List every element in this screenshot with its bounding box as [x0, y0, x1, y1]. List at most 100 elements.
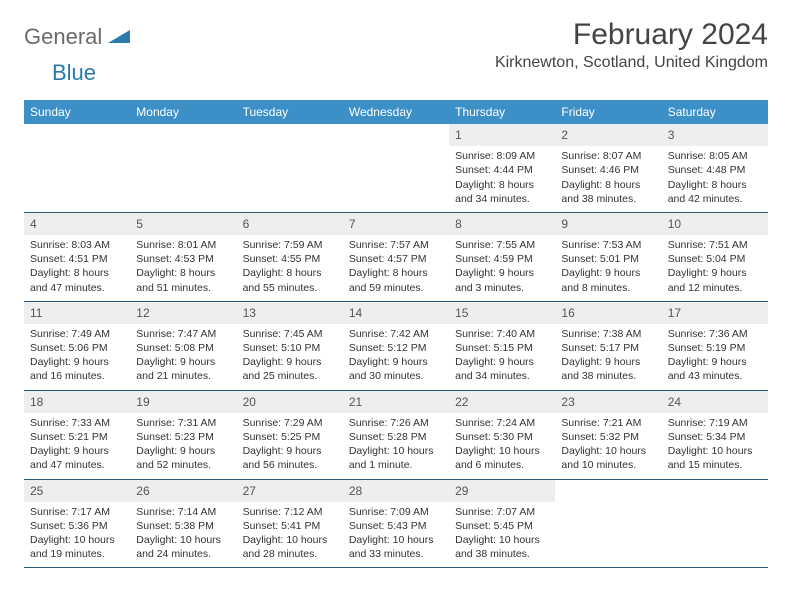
day-body: Sunrise: 8:05 AMSunset: 4:48 PMDaylight:…: [662, 146, 768, 212]
daylight-line-2: and 12 minutes.: [668, 281, 762, 295]
day-body: Sunrise: 7:29 AMSunset: 5:25 PMDaylight:…: [237, 413, 343, 479]
sunset-line: Sunset: 5:06 PM: [30, 341, 124, 355]
weekday-header: Friday: [555, 100, 661, 124]
sunset-line: Sunset: 5:19 PM: [668, 341, 762, 355]
day-cell: 10Sunrise: 7:51 AMSunset: 5:04 PMDayligh…: [662, 213, 768, 301]
daylight-line-2: and 59 minutes.: [349, 281, 443, 295]
day-body: Sunrise: 7:31 AMSunset: 5:23 PMDaylight:…: [130, 413, 236, 479]
daylight-line-2: and 24 minutes.: [136, 547, 230, 561]
sunset-line: Sunset: 5:45 PM: [455, 519, 549, 533]
day-number: 10: [662, 213, 768, 235]
sunrise-line: Sunrise: 7:38 AM: [561, 327, 655, 341]
sunset-line: Sunset: 5:28 PM: [349, 430, 443, 444]
day-number: 25: [24, 480, 130, 502]
daylight-line-1: Daylight: 10 hours: [668, 444, 762, 458]
sunrise-line: Sunrise: 8:07 AM: [561, 149, 655, 163]
daylight-line-2: and 55 minutes.: [243, 281, 337, 295]
day-body: Sunrise: 8:07 AMSunset: 4:46 PMDaylight:…: [555, 146, 661, 212]
sunrise-line: Sunrise: 7:59 AM: [243, 238, 337, 252]
day-number: 21: [343, 391, 449, 413]
sunset-line: Sunset: 5:25 PM: [243, 430, 337, 444]
weekday-header: Saturday: [662, 100, 768, 124]
sunset-line: Sunset: 5:12 PM: [349, 341, 443, 355]
day-number: 2: [555, 124, 661, 146]
day-number: 24: [662, 391, 768, 413]
day-body: Sunrise: 7:49 AMSunset: 5:06 PMDaylight:…: [24, 324, 130, 390]
sunrise-line: Sunrise: 7:55 AM: [455, 238, 549, 252]
day-body: Sunrise: 7:42 AMSunset: 5:12 PMDaylight:…: [343, 324, 449, 390]
sunrise-line: Sunrise: 7:21 AM: [561, 416, 655, 430]
day-cell: 15Sunrise: 7:40 AMSunset: 5:15 PMDayligh…: [449, 302, 555, 390]
day-body: Sunrise: 7:53 AMSunset: 5:01 PMDaylight:…: [555, 235, 661, 301]
day-cell: 22Sunrise: 7:24 AMSunset: 5:30 PMDayligh…: [449, 391, 555, 479]
sunset-line: Sunset: 5:17 PM: [561, 341, 655, 355]
weekday-header: Tuesday: [237, 100, 343, 124]
daylight-line-1: Daylight: 8 hours: [243, 266, 337, 280]
day-cell: 24Sunrise: 7:19 AMSunset: 5:34 PMDayligh…: [662, 391, 768, 479]
daylight-line-2: and 28 minutes.: [243, 547, 337, 561]
day-cell: [555, 480, 661, 568]
daylight-line-2: and 38 minutes.: [455, 547, 549, 561]
day-cell: 7Sunrise: 7:57 AMSunset: 4:57 PMDaylight…: [343, 213, 449, 301]
sunset-line: Sunset: 4:46 PM: [561, 163, 655, 177]
daylight-line-2: and 25 minutes.: [243, 369, 337, 383]
day-cell: 9Sunrise: 7:53 AMSunset: 5:01 PMDaylight…: [555, 213, 661, 301]
daylight-line-2: and 3 minutes.: [455, 281, 549, 295]
daylight-line-1: Daylight: 9 hours: [136, 355, 230, 369]
sunset-line: Sunset: 5:32 PM: [561, 430, 655, 444]
title-block: February 2024 Kirknewton, Scotland, Unit…: [495, 18, 768, 72]
day-number: 5: [130, 213, 236, 235]
day-cell: 12Sunrise: 7:47 AMSunset: 5:08 PMDayligh…: [130, 302, 236, 390]
day-number: 9: [555, 213, 661, 235]
daylight-line-2: and 1 minute.: [349, 458, 443, 472]
week-row: 25Sunrise: 7:17 AMSunset: 5:36 PMDayligh…: [24, 480, 768, 569]
sunrise-line: Sunrise: 7:29 AM: [243, 416, 337, 430]
sunset-line: Sunset: 5:15 PM: [455, 341, 549, 355]
day-body: Sunrise: 7:19 AMSunset: 5:34 PMDaylight:…: [662, 413, 768, 479]
sunrise-line: Sunrise: 8:05 AM: [668, 149, 762, 163]
sunset-line: Sunset: 5:10 PM: [243, 341, 337, 355]
week-row: 11Sunrise: 7:49 AMSunset: 5:06 PMDayligh…: [24, 302, 768, 391]
sunset-line: Sunset: 4:51 PM: [30, 252, 124, 266]
day-body: Sunrise: 7:40 AMSunset: 5:15 PMDaylight:…: [449, 324, 555, 390]
sunrise-line: Sunrise: 7:19 AM: [668, 416, 762, 430]
sunrise-line: Sunrise: 7:42 AM: [349, 327, 443, 341]
sunrise-line: Sunrise: 7:17 AM: [30, 505, 124, 519]
daylight-line-1: Daylight: 10 hours: [243, 533, 337, 547]
day-number: 14: [343, 302, 449, 324]
day-body: Sunrise: 7:24 AMSunset: 5:30 PMDaylight:…: [449, 413, 555, 479]
day-cell: 23Sunrise: 7:21 AMSunset: 5:32 PMDayligh…: [555, 391, 661, 479]
sunrise-line: Sunrise: 7:26 AM: [349, 416, 443, 430]
daylight-line-1: Daylight: 9 hours: [455, 266, 549, 280]
sunrise-line: Sunrise: 7:07 AM: [455, 505, 549, 519]
day-cell: [130, 124, 236, 212]
sunrise-line: Sunrise: 7:09 AM: [349, 505, 443, 519]
sunset-line: Sunset: 4:55 PM: [243, 252, 337, 266]
sunset-line: Sunset: 5:34 PM: [668, 430, 762, 444]
day-body: Sunrise: 7:14 AMSunset: 5:38 PMDaylight:…: [130, 502, 236, 568]
day-number: 4: [24, 213, 130, 235]
daylight-line-2: and 6 minutes.: [455, 458, 549, 472]
sunset-line: Sunset: 4:59 PM: [455, 252, 549, 266]
day-body: Sunrise: 7:26 AMSunset: 5:28 PMDaylight:…: [343, 413, 449, 479]
daylight-line-1: Daylight: 10 hours: [455, 533, 549, 547]
daylight-line-2: and 19 minutes.: [30, 547, 124, 561]
sunrise-line: Sunrise: 7:24 AM: [455, 416, 549, 430]
sunset-line: Sunset: 4:53 PM: [136, 252, 230, 266]
day-number: 8: [449, 213, 555, 235]
day-cell: 16Sunrise: 7:38 AMSunset: 5:17 PMDayligh…: [555, 302, 661, 390]
weekday-header: Sunday: [24, 100, 130, 124]
daylight-line-2: and 21 minutes.: [136, 369, 230, 383]
month-title: February 2024: [495, 18, 768, 52]
daylight-line-1: Daylight: 10 hours: [349, 533, 443, 547]
day-body: Sunrise: 7:07 AMSunset: 5:45 PMDaylight:…: [449, 502, 555, 568]
sunset-line: Sunset: 5:30 PM: [455, 430, 549, 444]
day-body: Sunrise: 7:33 AMSunset: 5:21 PMDaylight:…: [24, 413, 130, 479]
day-cell: 4Sunrise: 8:03 AMSunset: 4:51 PMDaylight…: [24, 213, 130, 301]
day-number: 16: [555, 302, 661, 324]
sunrise-line: Sunrise: 7:47 AM: [136, 327, 230, 341]
day-body: Sunrise: 7:45 AMSunset: 5:10 PMDaylight:…: [237, 324, 343, 390]
daylight-line-1: Daylight: 10 hours: [349, 444, 443, 458]
day-cell: 20Sunrise: 7:29 AMSunset: 5:25 PMDayligh…: [237, 391, 343, 479]
sunrise-line: Sunrise: 7:31 AM: [136, 416, 230, 430]
